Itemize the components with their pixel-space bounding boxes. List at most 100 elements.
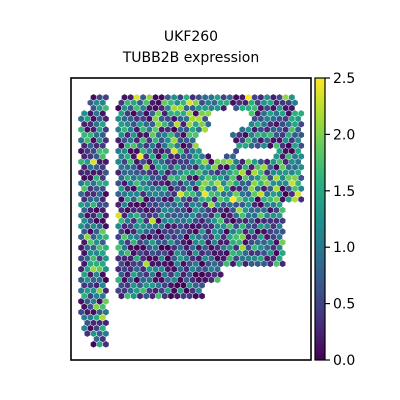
spot-point [273,142,280,149]
spot-point [230,163,236,171]
colorbar-tick-label: 2.5 [333,71,355,87]
spot-point [211,217,218,225]
spot-point [180,292,187,300]
spot-point [115,190,122,198]
spot-point [208,255,215,262]
spot-point [143,153,150,160]
spot-point [155,217,162,225]
spot-point [155,249,162,257]
spot-point [96,212,103,219]
spot-point [258,137,264,144]
spot-point [143,239,150,246]
spot-point [99,99,106,107]
spot-point [251,212,258,219]
spot-point [96,147,103,155]
spot-point [103,244,109,252]
spot-point [174,99,181,107]
spot-point [81,282,88,289]
colorbar-tick-label: 0.0 [333,353,355,369]
spot-point [254,163,261,171]
spot-point [223,174,230,182]
spot-point [118,174,125,182]
spot-point [276,147,283,155]
spot-point [254,228,261,235]
spot-point [258,255,264,262]
spot-point [279,153,286,160]
spot-point [186,282,193,289]
spot-point [103,255,109,262]
spot-point [84,126,91,133]
spot-point [78,147,84,155]
spot-point [202,233,208,241]
spot-point [220,190,227,198]
spot-point [155,120,162,128]
spot-point [168,196,174,203]
spot-point [273,163,280,171]
spot-point [279,239,286,246]
spot-point [158,169,165,176]
spot-point [183,244,190,252]
spot-point [273,110,280,117]
spot-point [134,179,140,187]
spot-point [273,120,280,128]
spot-point [90,319,97,327]
spot-point [282,126,289,133]
spot-point [149,174,156,182]
spot-point [134,158,140,166]
spot-point [90,179,97,187]
spot-point [199,196,205,203]
spot-point [264,212,270,219]
spot-point [236,228,243,235]
spot-point [267,163,274,171]
spot-point [127,190,134,198]
spot-point [168,99,174,107]
spot-point [202,115,208,123]
spot-point [267,174,274,182]
spot-point [149,120,156,128]
spot-point [199,260,205,268]
spot-point [199,163,205,171]
spot-point [295,137,301,144]
spot-point [84,330,91,337]
spot-point [233,222,239,230]
spot-point [258,115,264,123]
spot-point [103,308,109,316]
spot-point [152,222,159,230]
spot-point [115,137,122,144]
spot-point [124,282,131,289]
spot-point [276,126,283,133]
spot-point [134,201,140,209]
spot-point [127,169,134,176]
spot-point [230,249,236,257]
spot-point [258,104,264,112]
spot-point [158,233,165,241]
spot-point [276,212,283,219]
spot-point [177,255,184,262]
spot-point [239,190,246,198]
spot-point [227,233,233,241]
spot-point [127,276,134,284]
spot-point [214,212,221,219]
spot-point [84,244,91,252]
spot-point [140,233,146,241]
spot-point [149,282,156,289]
spot-point [161,292,168,300]
spot-point [245,244,252,252]
spot-point [87,196,94,203]
spot-point [239,212,246,219]
spot-point [149,185,156,192]
spot-point [205,110,212,117]
spot-point [298,120,305,128]
spot-point [239,158,246,166]
spot-point [130,110,137,117]
spot-point [137,239,143,246]
spot-point [289,126,295,133]
spot-point [199,239,205,246]
spot-point [223,260,230,268]
spot-point [199,174,205,182]
spot-point [90,287,97,294]
spot-point [270,201,277,209]
spot-point [245,212,252,219]
spot-point [115,276,122,284]
spot-point [192,196,199,203]
